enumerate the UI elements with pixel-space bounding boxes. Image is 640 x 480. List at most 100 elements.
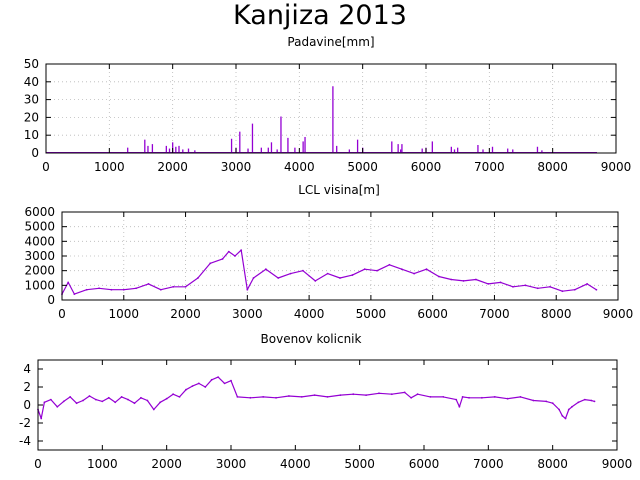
data-point	[221, 258, 224, 260]
data-point	[209, 262, 212, 265]
data-point	[264, 268, 267, 271]
data-point	[363, 268, 366, 271]
panel-subtitle: Bovenov kolicnik	[261, 332, 362, 346]
x-tick-label: 7000	[479, 307, 510, 321]
data-point	[240, 249, 243, 252]
data-point	[98, 287, 100, 290]
data-point	[159, 401, 162, 404]
data-point	[524, 284, 527, 287]
data-point	[95, 398, 97, 401]
data-point	[69, 396, 72, 398]
data-point	[558, 408, 560, 411]
chart-panels: Padavine[mm]0 1000 2000 3000 4000 5000 6000 700…	[19, 35, 633, 471]
data-point	[40, 417, 43, 420]
x-tick-label: 9000	[603, 307, 634, 321]
data-point	[429, 396, 432, 398]
y-tick-label: 40	[24, 75, 39, 89]
data-point	[230, 379, 232, 382]
data-point	[110, 288, 113, 291]
data-point	[339, 394, 342, 396]
y-tick-label: 20	[24, 110, 39, 124]
data-point	[326, 272, 329, 275]
data-point	[127, 398, 129, 401]
data-point	[114, 401, 117, 404]
data-point	[388, 263, 391, 266]
x-tick-label: 8000	[541, 307, 572, 321]
data-point	[561, 414, 564, 417]
y-tick-label: -2	[19, 416, 31, 430]
panel-subtitle: Padavine[mm]	[287, 35, 374, 49]
x-tick-label: 2000	[151, 457, 182, 471]
data-point	[450, 278, 453, 281]
data-point	[339, 277, 341, 279]
data-point	[437, 275, 440, 278]
data-point	[352, 393, 355, 396]
x-tick-label: 7000	[474, 160, 505, 174]
data-point	[288, 395, 290, 397]
data-point	[140, 396, 142, 399]
data-point	[289, 272, 292, 275]
data-point	[532, 399, 535, 402]
x-tick-label: 5000	[344, 457, 375, 471]
data-point	[300, 396, 303, 398]
data-point	[595, 288, 598, 291]
data-point	[277, 277, 280, 279]
x-tick-label: 8000	[537, 457, 568, 471]
x-tick-label: 2000	[170, 307, 201, 321]
data-point	[577, 401, 580, 404]
data-point	[227, 250, 230, 253]
data-point	[326, 396, 329, 398]
data-point	[43, 401, 46, 404]
y-tick-label: 2000	[24, 264, 55, 278]
data-point	[462, 280, 465, 282]
y-tick-label: 3000	[24, 249, 55, 263]
data-point	[210, 378, 213, 381]
data-point	[564, 417, 567, 420]
data-point	[147, 282, 150, 285]
x-tick-label: 4000	[284, 160, 315, 174]
data-point	[573, 288, 576, 291]
plot-frame	[45, 63, 617, 154]
data-point	[62, 400, 65, 403]
data-point	[499, 281, 502, 284]
data-point	[593, 400, 596, 403]
y-tick-label: 50	[24, 57, 39, 71]
data-point	[246, 288, 249, 291]
x-tick-label: 6000	[417, 307, 448, 321]
data-point	[75, 402, 78, 405]
data-point	[223, 382, 226, 385]
x-tick-label: 4000	[294, 307, 325, 321]
data-point	[178, 396, 181, 398]
data-point	[487, 282, 490, 285]
data-point	[85, 288, 88, 291]
x-tick-label: 9000	[602, 457, 633, 471]
x-tick-label: 0	[34, 457, 42, 471]
data-point	[184, 285, 187, 288]
data-point	[549, 285, 551, 288]
data-point	[583, 398, 586, 401]
x-tick-label: 3000	[216, 457, 247, 471]
data-point	[236, 396, 239, 398]
data-point	[88, 395, 91, 397]
data-point	[468, 396, 470, 399]
x-tick-label: 6000	[411, 160, 442, 174]
y-tick-label: 10	[24, 128, 39, 142]
panel-subtitle: LCL visina[m]	[298, 183, 380, 197]
data-point	[545, 400, 548, 403]
chart-title: Kanjiza 2013	[233, 0, 407, 31]
data-point	[365, 394, 367, 396]
data-point	[152, 408, 155, 411]
x-tick-label: 1000	[87, 457, 118, 471]
data-point	[249, 396, 252, 399]
data-point	[313, 394, 316, 396]
y-tick-label: 4	[23, 362, 31, 376]
data-point	[204, 386, 207, 388]
data-point	[262, 396, 265, 398]
y-tick-label: 0	[31, 146, 39, 160]
data-point	[403, 391, 406, 394]
x-tick-label: 3000	[232, 307, 263, 321]
x-tick-label: 4000	[280, 457, 311, 471]
data-point	[135, 287, 138, 290]
data-point	[586, 282, 589, 285]
